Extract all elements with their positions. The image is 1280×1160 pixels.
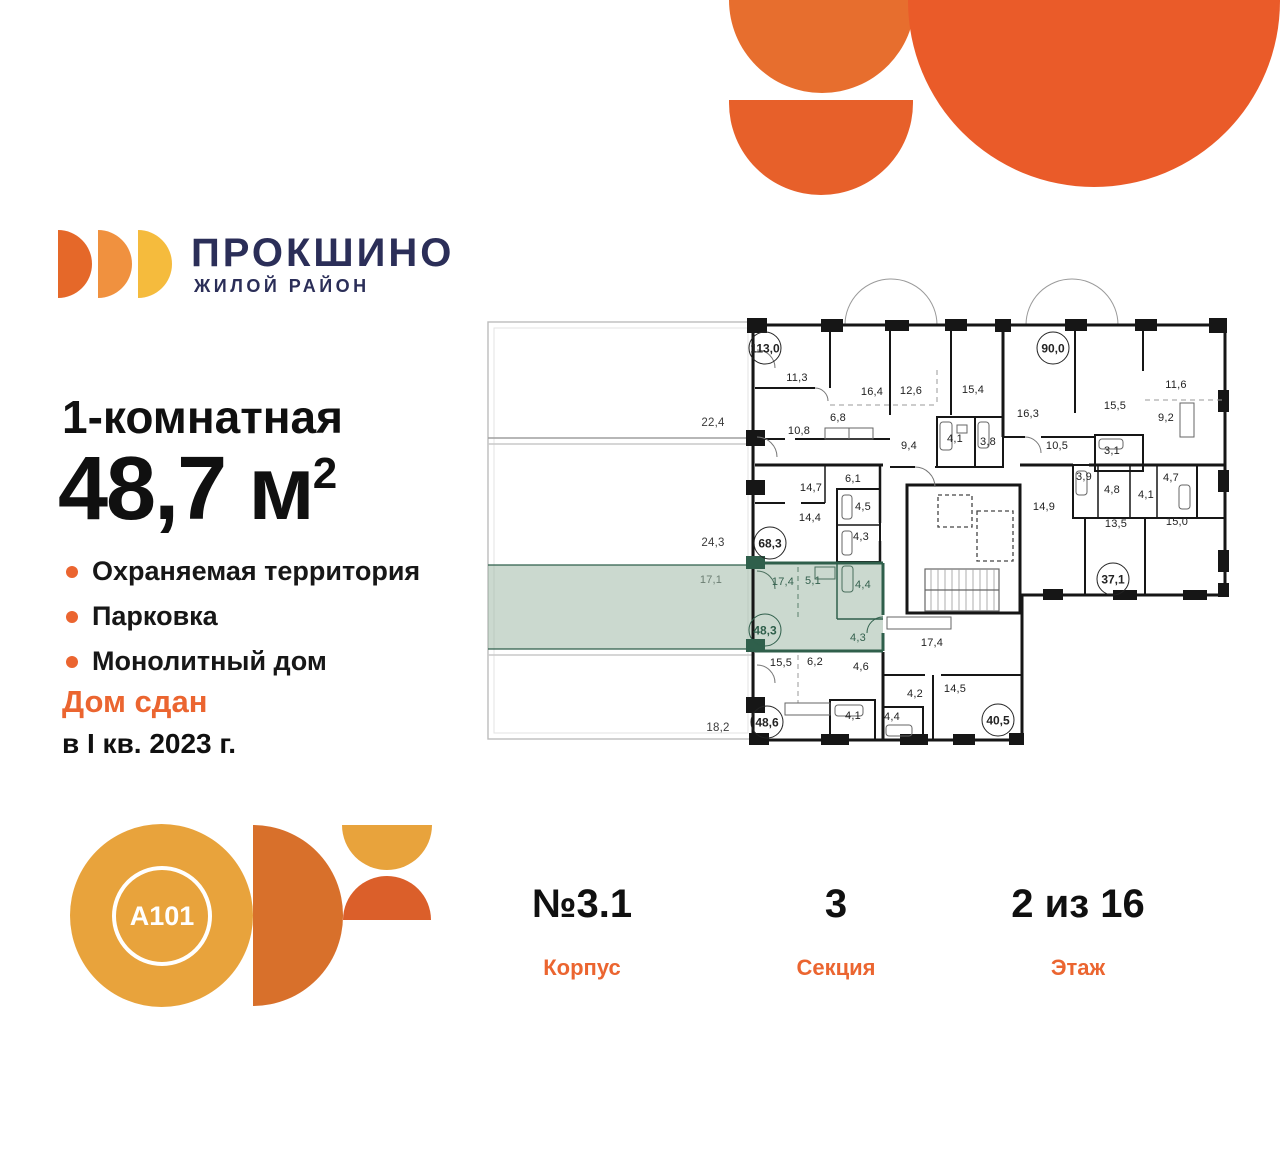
room-area-label: 16,3 xyxy=(1016,408,1040,420)
info-floor: 2 из 16 Этаж xyxy=(978,882,1178,981)
bullet-icon xyxy=(66,610,78,623)
apartment-badge: 68,3 xyxy=(753,526,787,560)
room-area-label: 4,4 xyxy=(884,711,900,723)
room-area-label: 9,2 xyxy=(1158,412,1174,424)
terrace-area-label: 17,1 xyxy=(699,574,723,586)
a101-hourglass-top xyxy=(342,825,432,870)
room-area-label: 15,5 xyxy=(769,657,793,669)
floor-label: Этаж xyxy=(1050,955,1106,980)
decor-semicircle-small-bottom xyxy=(729,100,913,195)
room-area-label: 6,2 xyxy=(807,656,823,668)
room-area-label: 10,8 xyxy=(787,425,811,437)
room-area-label: 11,3 xyxy=(786,372,808,384)
status-quarter: в I кв. 2023 г. xyxy=(62,728,237,759)
logo-halfcircle-1 xyxy=(58,230,92,298)
offer-area: 48,7 м2 xyxy=(58,444,338,534)
room-area-label: 4,3 xyxy=(850,632,866,644)
info-building: №3.1 Корпус xyxy=(482,882,682,981)
brand-tagline: ЖИЛОЙ РАЙОН xyxy=(194,276,370,296)
apartment-badge: 37,1 xyxy=(1096,562,1130,596)
room-area-label: 4,7 xyxy=(1163,472,1179,484)
terrace-area-label: 24,3 xyxy=(701,537,725,549)
room-area-label: 4,3 xyxy=(853,531,869,543)
room-area-label: 4,4 xyxy=(855,579,871,591)
room-area-label: 13,5 xyxy=(1104,518,1128,530)
room-area-label: 4,2 xyxy=(907,688,923,700)
room-area-label: 12,6 xyxy=(899,385,923,397)
room-area-label: 15,4 xyxy=(961,384,985,396)
brand-name: ПРОКШИНО xyxy=(191,231,455,275)
room-area-label: 14,4 xyxy=(798,512,822,524)
area-power: 2 xyxy=(312,449,338,498)
building-value: №3.1 xyxy=(531,882,633,926)
room-area-label: 15,5 xyxy=(1103,400,1127,412)
offer-rooms-title: 1-комнатная xyxy=(62,391,343,443)
room-area-label: 3,9 xyxy=(1076,471,1092,483)
feature-label: Монолитный дом xyxy=(92,646,327,676)
room-area-label: 3,1 xyxy=(1104,445,1120,457)
feature-label: Парковка xyxy=(92,601,218,631)
room-area-label: 11,6 xyxy=(1165,379,1187,391)
apartment-badge: 48,6 xyxy=(750,705,784,739)
room-area-label: 4,1 xyxy=(947,433,963,445)
decor-circle-large xyxy=(908,0,1280,187)
apartment-badge: 90,0 xyxy=(1036,331,1070,365)
a101-halfcircle xyxy=(253,825,343,1006)
room-area-label: 17,4 xyxy=(771,576,795,588)
room-area-label: 4,5 xyxy=(855,501,871,513)
room-area-label: 6,8 xyxy=(830,412,846,424)
section-value: 3 xyxy=(824,882,848,926)
terrace-area-label: 22,4 xyxy=(701,417,725,429)
bullet-icon xyxy=(66,565,78,578)
apartment-badge: 113,0 xyxy=(748,331,782,365)
apartment-badge: 40,5 xyxy=(981,703,1015,737)
room-area-label: 17,4 xyxy=(920,637,944,649)
a101-logo: A101 xyxy=(112,866,212,966)
section-label: Секция xyxy=(796,955,876,980)
room-area-label: 9,4 xyxy=(901,440,917,452)
room-area-label: 6,1 xyxy=(845,473,861,485)
floor-plan: 11,3 16,4 12,6 15,4 16,3 15,5 11,6 9,2 6… xyxy=(485,275,1233,747)
room-area-label: 15,0 xyxy=(1165,516,1189,528)
bullet-icon xyxy=(66,655,78,668)
room-area-label: 5,1 xyxy=(805,575,821,587)
apartment-badge-highlighted: 48,3 xyxy=(748,613,782,647)
area-unit: м xyxy=(248,439,315,539)
floor-value: 2 из 16 xyxy=(1011,882,1145,926)
feature-label: Охраняемая территория xyxy=(92,556,421,586)
room-area-label: 14,9 xyxy=(1032,501,1056,513)
status-delivered: Дом сдан xyxy=(62,684,208,719)
a101-hourglass-bottom xyxy=(343,876,431,920)
room-area-label: 4,6 xyxy=(853,661,869,673)
feature-item: Охраняемая территория xyxy=(66,556,420,587)
logo-halfcircle-3 xyxy=(138,230,172,298)
room-area-label: 4,1 xyxy=(1138,489,1154,501)
feature-item: Парковка xyxy=(66,601,420,632)
terrace-area-label: 18,2 xyxy=(706,722,730,734)
room-area-label: 14,7 xyxy=(799,482,823,494)
room-area-label: 16,4 xyxy=(860,386,884,398)
room-area-label: 10,5 xyxy=(1045,440,1069,452)
room-area-label: 4,1 xyxy=(845,710,861,722)
feature-item: Монолитный дом xyxy=(66,646,420,677)
area-value: 48,7 xyxy=(58,439,227,539)
info-section: 3 Секция xyxy=(736,882,936,981)
decor-semicircle-small-top xyxy=(729,0,915,93)
feature-list: Охраняемая территория Парковка Монолитны… xyxy=(66,556,420,691)
logo-halfcircle-2 xyxy=(98,230,132,298)
building-label: Корпус xyxy=(543,955,621,980)
room-area-label: 4,8 xyxy=(1104,484,1120,496)
room-area-label: 3,8 xyxy=(980,436,996,448)
room-area-label: 14,5 xyxy=(943,683,967,695)
